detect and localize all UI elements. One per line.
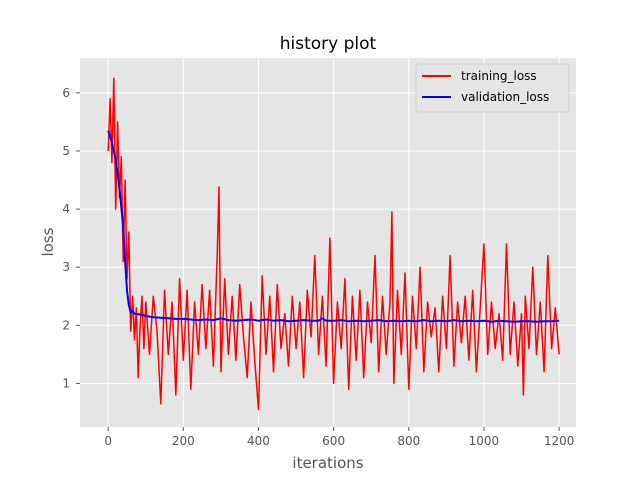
validation-loss-line: [107, 130, 560, 323]
x-tick-label: 800: [397, 434, 420, 448]
chart-title: history plot: [280, 34, 377, 54]
y-tick-label: 6: [62, 86, 70, 100]
y-tick-label: 2: [62, 318, 70, 332]
legend: training_loss validation_loss: [415, 63, 570, 113]
y-tick-label: 1: [62, 376, 70, 390]
legend-box: [415, 63, 570, 113]
y-axis-label: loss: [39, 227, 57, 256]
x-axis-label: iterations: [292, 454, 363, 472]
y-tick-label: 5: [62, 144, 70, 158]
y-tick-label: 4: [62, 202, 70, 216]
series-lines: [107, 77, 560, 411]
tick-labels: 0 200 400 600 800 1000 1200 1 2 3 4 5 6: [62, 86, 574, 448]
x-tick-label: 600: [322, 434, 345, 448]
x-tick-label: 1000: [469, 434, 500, 448]
y-tick-label: 3: [62, 260, 70, 274]
x-tick-label: 400: [247, 434, 270, 448]
legend-label-validation: validation_loss: [461, 90, 549, 104]
legend-label-training: training_loss: [461, 69, 537, 83]
x-tick-label: 200: [172, 434, 195, 448]
x-tick-label: 0: [104, 434, 112, 448]
plot-area: [80, 58, 576, 427]
x-tick-label: 1200: [544, 434, 575, 448]
training-loss-line: [107, 77, 560, 411]
